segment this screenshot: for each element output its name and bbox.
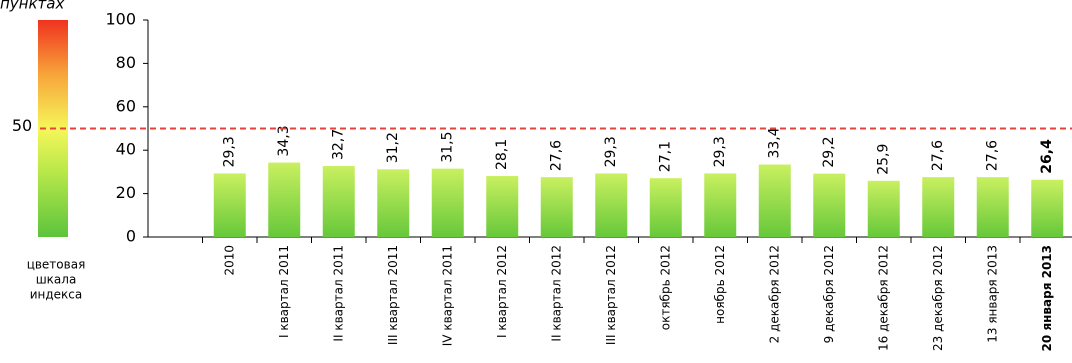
value-label: 29,3 [603,136,619,167]
x-tick-label: IV квартал 2011 [440,245,454,346]
value-label: 31,5 [440,131,456,162]
bar [486,176,519,237]
bar [867,180,900,237]
scale-caption: шкала [36,273,77,287]
value-label: 31,2 [385,132,401,163]
value-label: 32,7 [331,129,347,160]
x-tick-label: I квартал 2012 [495,245,509,338]
axis-title: пунктах [0,0,64,13]
value-label: 33,4 [767,127,783,158]
bar [704,173,737,237]
bar [758,164,791,237]
x-tick-label: 16 декабря 2012 [876,245,890,351]
y-tick-label: 0 [126,227,136,246]
value-label: 29,2 [821,136,837,167]
x-tick-label: III квартал 2011 [386,245,400,345]
value-label: 25,9 [876,144,892,175]
x-tick-label: 2010 [222,245,236,276]
value-label: 27,6 [985,140,1001,171]
x-tick-label: ноябрь 2012 [713,245,727,324]
bar [922,177,955,237]
x-tick-label: 13 января 2013 [985,245,999,343]
x-tick-label: 20 января 2013 [1040,245,1054,351]
x-tick-label: II квартал 2012 [549,245,563,342]
x-tick-label: 2 декабря 2012 [767,245,781,343]
bar [377,169,410,237]
value-label: 27,1 [658,141,674,172]
x-tick-label: 9 декабря 2012 [822,245,836,343]
bar [595,173,628,237]
value-label: 34,3 [276,125,292,156]
value-label: 29,3 [222,136,238,167]
bar [540,177,573,237]
y-tick-label: 40 [116,140,136,159]
bar [268,162,301,237]
x-tick-label: I квартал 2011 [277,245,291,338]
bar [213,173,246,237]
x-tick-label: II квартал 2011 [331,245,345,342]
y-tick-label: 60 [116,96,136,115]
value-label: 27,6 [549,140,565,171]
bar [813,173,846,237]
bar [976,177,1009,237]
value-label: 28,1 [494,139,510,170]
y-tick-label: 20 [116,183,136,202]
scale-caption: цветовая [27,258,86,272]
bar [322,166,355,237]
y-tick-label: 80 [116,53,136,72]
x-tick-label: октябрь 2012 [658,245,672,330]
scale-caption: индекса [30,288,83,302]
x-tick-label: III квартал 2012 [604,245,618,345]
reference-label: 50 [12,116,32,135]
bar [1031,179,1064,237]
value-label: 27,6 [930,140,946,171]
bar [649,178,682,237]
value-label: 26,4 [1039,139,1055,174]
value-label: 29,3 [712,136,728,167]
bar [431,168,464,237]
x-tick-label: 23 декабря 2012 [931,245,945,351]
y-tick-label: 100 [105,10,136,29]
